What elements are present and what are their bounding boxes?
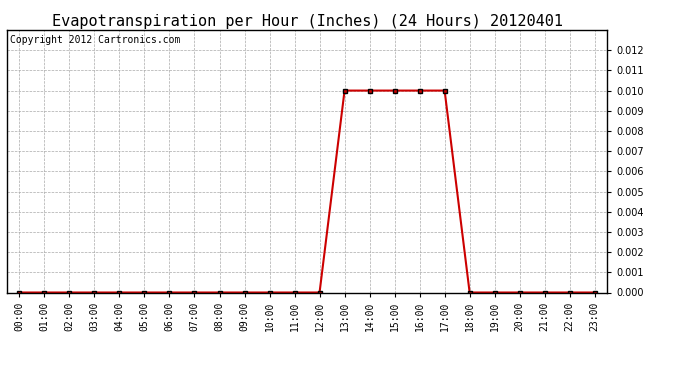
- Title: Evapotranspiration per Hour (Inches) (24 Hours) 20120401: Evapotranspiration per Hour (Inches) (24…: [52, 14, 562, 29]
- Text: Copyright 2012 Cartronics.com: Copyright 2012 Cartronics.com: [10, 35, 180, 45]
